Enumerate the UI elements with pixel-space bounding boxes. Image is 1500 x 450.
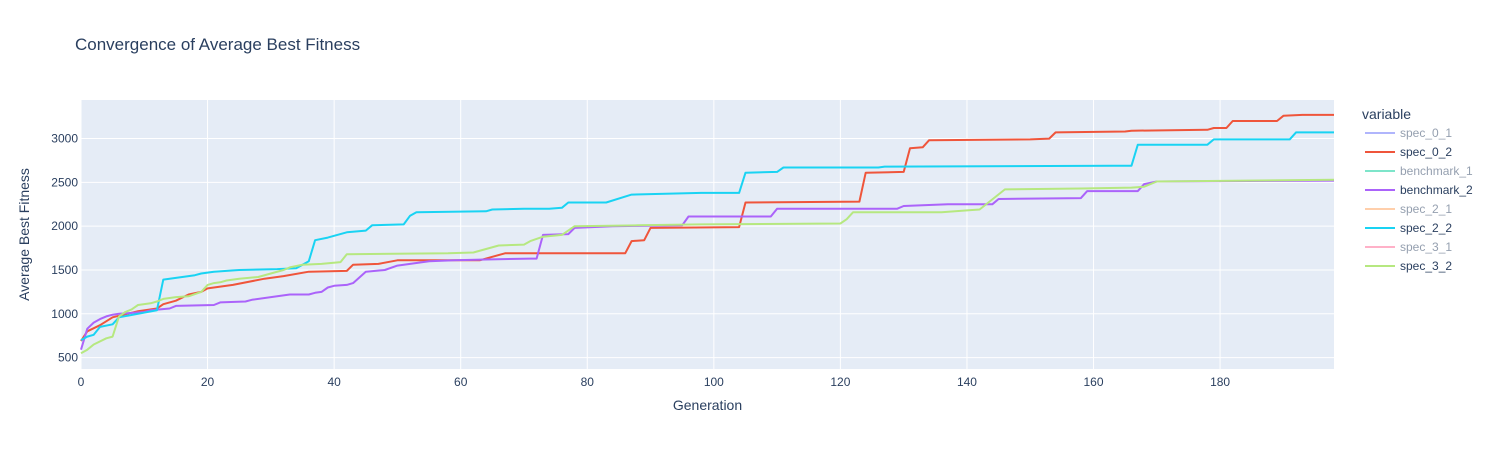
x-tick-label: 100 (704, 375, 724, 389)
legend-item-benchmark-2[interactable]: benchmark_2 (1365, 183, 1473, 197)
x-tick-label: 160 (1084, 375, 1104, 389)
plot-area (81, 100, 1334, 369)
x-tick-label: 60 (454, 375, 468, 389)
legend-label: spec_3_2 (1400, 259, 1452, 273)
gridlines (80, 100, 1334, 369)
legend-item-spec-0-2[interactable]: spec_0_2 (1365, 145, 1452, 159)
legend-label: spec_3_1 (1400, 240, 1452, 254)
series-line-spec-3-2 (80, 178, 1335, 355)
series-line-spec-2-2 (80, 131, 1334, 341)
x-axis-title: Generation (673, 397, 742, 413)
x-tick-label: 20 (201, 375, 215, 389)
y-tick-label: 2000 (51, 219, 78, 233)
y-tick-label: 3000 (51, 132, 78, 146)
series-line-benchmark-2 (80, 179, 1335, 350)
legend-title: variable (1362, 106, 1411, 122)
legend-item-spec-3-2[interactable]: spec_3_2 (1365, 259, 1452, 273)
legend: variable spec_0_1 spec_0_2 benchmark_1benc… (1362, 106, 1473, 273)
y-axis-title: Average Best Fitness (16, 168, 32, 301)
x-tick-label: 140 (957, 375, 977, 389)
y-axis-ticks: 500 1000 1500 2000 2500 3000 (51, 132, 78, 365)
series-layer (80, 113, 1335, 355)
y-tick-label: 500 (58, 351, 78, 365)
x-axis-ticks: 0 20 40 60 80 100 120 140 160 180 (78, 375, 1231, 389)
legend-label: benchmark_1 (1400, 164, 1473, 178)
legend-item-spec-2-1[interactable]: spec_2_1 (1365, 202, 1452, 216)
legend-item-spec-3-1[interactable]: spec_3_1 (1365, 240, 1452, 254)
x-tick-label: 0 (78, 375, 85, 389)
legend-label: spec_2_1 (1400, 202, 1452, 216)
x-tick-label: 180 (1210, 375, 1230, 389)
legend-label: spec_2_2 (1400, 221, 1452, 235)
y-tick-label: 1500 (51, 263, 78, 277)
legend-item-spec-0-1[interactable]: spec_0_1 (1365, 126, 1452, 140)
legend-label: benchmark_2 (1400, 183, 1473, 197)
legend-label: spec_0_1 (1400, 126, 1452, 140)
chart-title: Convergence of Average Best Fitness (75, 35, 360, 54)
y-tick-label: 1000 (51, 307, 78, 321)
legend-label: spec_0_2 (1400, 145, 1452, 159)
x-tick-label: 40 (327, 375, 341, 389)
x-tick-label: 120 (830, 375, 850, 389)
legend-item-benchmark-1[interactable]: benchmark_1 (1365, 164, 1473, 178)
x-tick-label: 80 (581, 375, 595, 389)
y-tick-label: 2500 (51, 175, 78, 189)
legend-item-spec-2-2[interactable]: spec_2_2 (1365, 221, 1452, 235)
